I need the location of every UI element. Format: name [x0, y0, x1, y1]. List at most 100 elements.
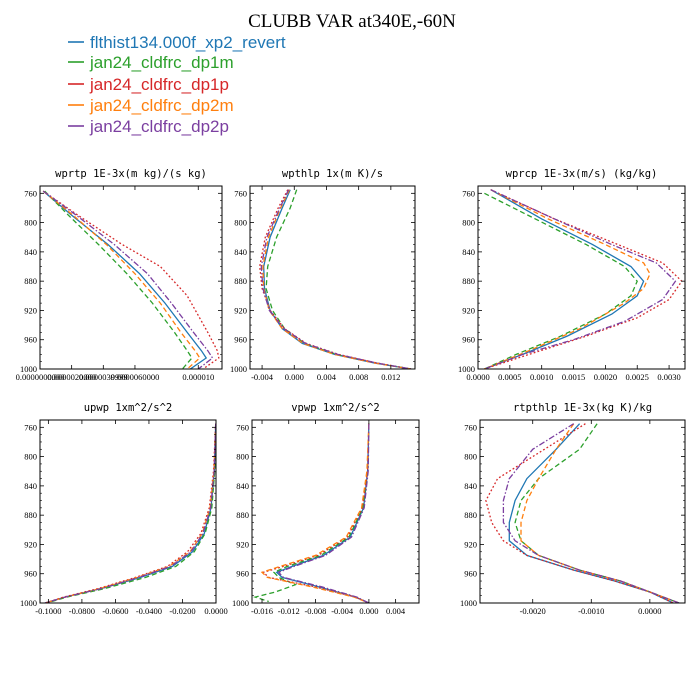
series-line	[42, 190, 201, 369]
x-tick-label: 0.0000	[638, 606, 661, 616]
x-tick-label: 0.000010	[182, 372, 214, 382]
series-group	[252, 423, 370, 603]
x-tick-label: 0.0000020000	[47, 372, 96, 382]
x-tick-label: 0.0020	[594, 372, 617, 382]
x-tick-label: 0.008	[349, 372, 368, 382]
y-tick-label: 800	[462, 218, 475, 228]
legend-item: jan24_cldfrc_dp1p	[68, 75, 229, 94]
y-tick-label: 760	[464, 422, 477, 432]
plot-frame	[249, 185, 416, 370]
panel-title: rtpthlp 1E-3x(kg K)/kg	[513, 402, 652, 414]
x-tick-label: 0.0015	[562, 372, 585, 382]
y-tick-label: 800	[24, 452, 37, 462]
y-tick-label: 880	[464, 510, 477, 520]
y-tick-label: 800	[464, 452, 477, 462]
series-line	[44, 423, 216, 603]
profile-panel: 760 800 840 880 920 960 1000 -0.004 0.000 0.004 0.…	[230, 168, 416, 382]
y-tick-label: 840	[462, 247, 475, 257]
y-tick-label: 880	[462, 276, 475, 286]
y-tick-label: 920	[462, 305, 475, 315]
x-tick-label: -0.012	[278, 606, 300, 616]
x-tick-label: -0.1000	[35, 606, 61, 616]
x-tick-label: 0.004	[386, 606, 406, 616]
panels: 76080084088092096010000.00000000000.0000…	[16, 168, 686, 616]
series-line	[502, 423, 680, 603]
y-tick-label: 880	[234, 276, 247, 286]
x-tick-label: -0.0800	[69, 606, 95, 616]
legend-label: jan24_cldfrc_dp2p	[89, 117, 229, 136]
x-tick-label: -0.008	[304, 606, 326, 616]
legend: flthist134.000f_xp2_revert jan24_cldfrc_…	[68, 33, 286, 136]
plot-frame	[251, 419, 420, 604]
x-tick-label: 0.0005	[498, 372, 521, 382]
x-tick-label: -0.0200	[169, 606, 195, 616]
figure-title: CLUBB VAR at340E,-60N	[248, 11, 456, 32]
legend-item: jan24_cldfrc_dp2p	[68, 117, 229, 136]
y-tick-label: 880	[24, 276, 37, 286]
series-line	[44, 190, 193, 369]
x-tick-label: 0.000	[285, 372, 304, 382]
x-tick-label: -0.016	[251, 606, 273, 616]
x-tick-label: 0.0000000000	[16, 372, 65, 382]
y-tick-label: 840	[464, 481, 477, 491]
y-tick-label: 760	[462, 188, 475, 198]
y-tick-label: 760	[24, 422, 37, 432]
x-tick-label: 0.0010	[530, 372, 553, 382]
x-tick-label: 0.000	[359, 606, 378, 616]
y-tick-label: 960	[24, 569, 37, 579]
series-group	[485, 423, 680, 603]
y-tick-label: 800	[234, 218, 247, 228]
series-line	[260, 423, 370, 603]
y-tick-label: 760	[236, 422, 249, 432]
x-tick-label: -0.0600	[102, 606, 128, 616]
y-tick-label: 880	[24, 510, 37, 520]
series-line	[485, 423, 674, 603]
profile-panel: 760 800 840 880 920 960 1000 -0.0020 -0.0010 0.00…	[460, 402, 686, 616]
legend-label: flthist134.000f_xp2_revert	[90, 33, 286, 52]
panel-title: vpwp 1xm^2/s^2	[291, 402, 380, 414]
y-tick-label: 1000	[458, 364, 475, 374]
y-tick-label: 760	[24, 188, 37, 198]
x-tick-label: -0.004	[331, 606, 354, 616]
y-tick-label: 960	[234, 335, 247, 345]
x-tick-label: -0.0400	[136, 606, 162, 616]
profile-panel: 760 800 840 880 920 960 1000-0.016 -0.012 -0.008…	[232, 402, 420, 616]
series-group	[42, 190, 220, 369]
y-tick-label: 800	[24, 218, 37, 228]
y-tick-label: 920	[24, 539, 37, 549]
x-tick-label: -0.0010	[578, 606, 604, 616]
y-tick-label: 1000	[20, 364, 37, 374]
series-line	[252, 423, 370, 603]
series-group	[484, 189, 683, 369]
y-tick-label: 960	[236, 569, 249, 579]
x-tick-label: 0.0030	[657, 372, 680, 382]
y-tick-label: 840	[234, 247, 247, 257]
legend-label: jan24_cldfrc_dp1m	[89, 53, 234, 72]
y-tick-label: 1000	[232, 598, 249, 608]
legend-label: jan24_cldfrc_dp1p	[89, 75, 229, 94]
panel-title: upwp 1xm^2/s^2	[84, 402, 173, 414]
y-tick-label: 920	[464, 539, 477, 549]
series-line	[42, 190, 220, 369]
y-tick-label: 920	[24, 305, 37, 315]
y-tick-label: 800	[236, 452, 249, 462]
y-tick-label: 840	[24, 247, 37, 257]
y-tick-label: 840	[24, 481, 37, 491]
profile-panel: 76080084088092096010000.00000000000.0000…	[16, 168, 223, 382]
y-tick-label: 1000	[460, 598, 477, 608]
panel-title: wprcp 1E-3x(m/s) (kg/kg)	[506, 168, 658, 180]
y-tick-label: 880	[236, 510, 249, 520]
series-line	[277, 423, 370, 603]
legend-item: flthist134.000f_xp2_revert	[68, 33, 286, 52]
y-tick-label: 960	[462, 335, 475, 345]
series-line	[514, 423, 680, 603]
series-line	[484, 192, 638, 369]
y-tick-label: 1000	[20, 598, 37, 608]
series-line	[260, 189, 412, 369]
x-tick-label: 0.004	[317, 372, 337, 382]
y-tick-label: 760	[234, 188, 247, 198]
series-line	[484, 189, 645, 369]
panel-title: wprtp 1E-3x(m kg)/(s kg)	[55, 168, 207, 180]
x-tick-label: 0.0000	[204, 606, 227, 616]
